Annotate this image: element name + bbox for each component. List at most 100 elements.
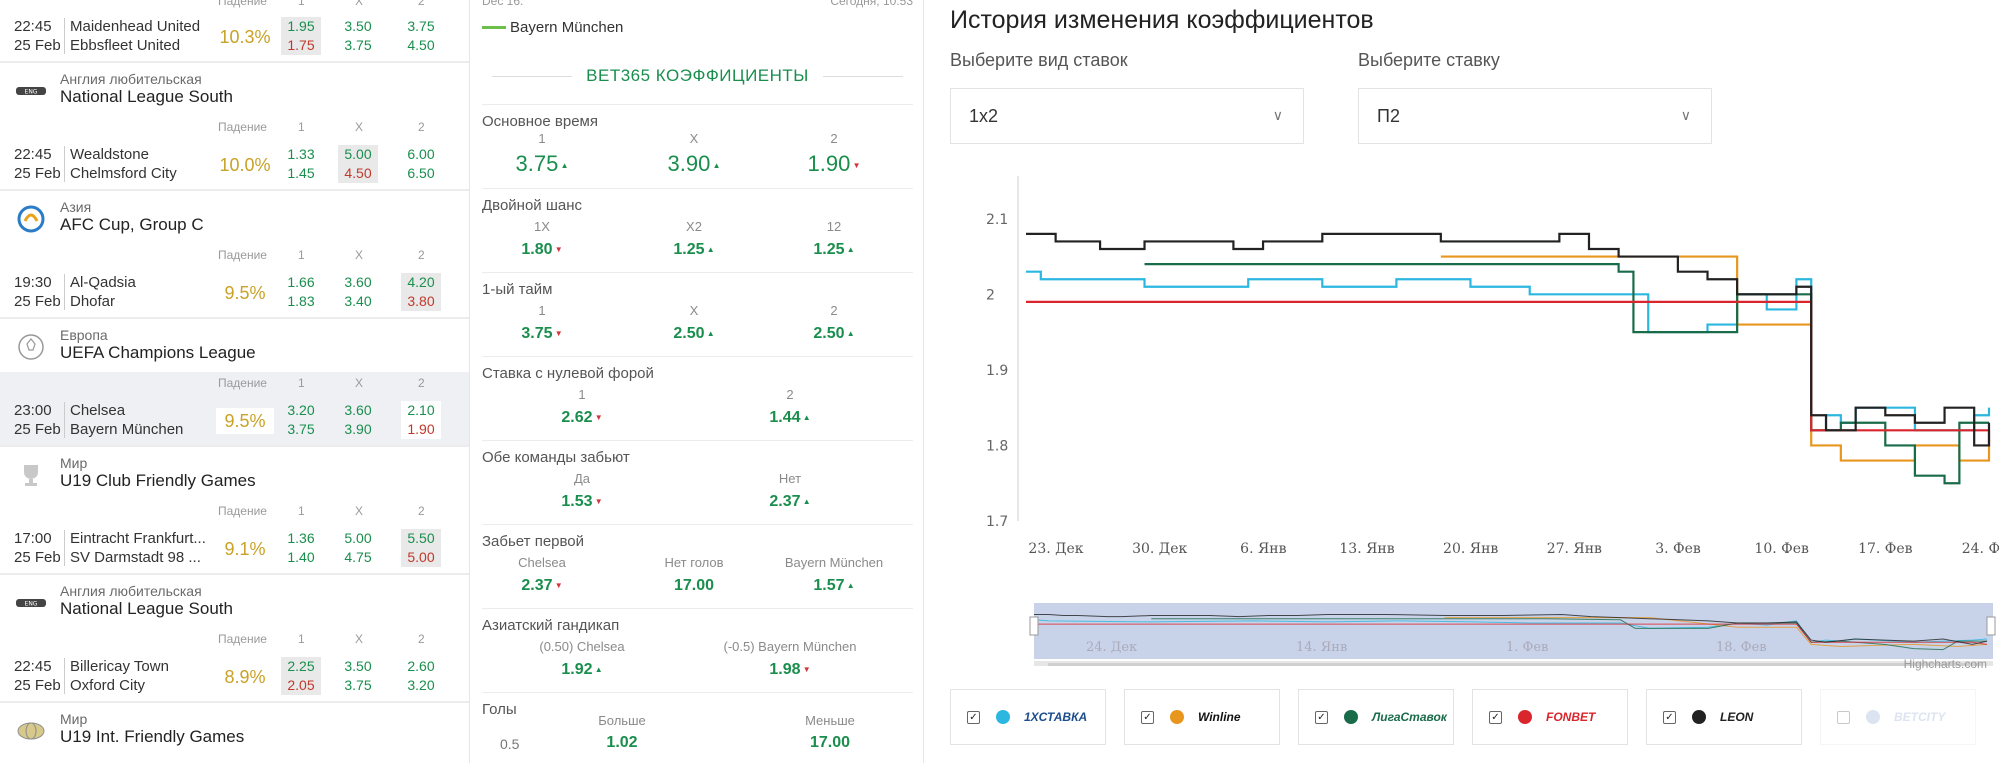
odds-current: 1.90: [407, 421, 435, 437]
odds-header: Падение 1 X 2: [0, 500, 469, 522]
odds-x[interactable]: 5.00 4.75: [338, 529, 378, 567]
odds-value[interactable]: 1.25: [754, 241, 914, 259]
odds-value[interactable]: 1.02: [606, 734, 638, 751]
odds-2[interactable]: 3.75 4.50: [401, 17, 441, 55]
odds-x[interactable]: 5.00 4.50: [338, 145, 378, 183]
market-title: 1-ый тайм: [482, 281, 553, 298]
odds-current: 2.05: [287, 677, 315, 693]
bookmaker-logo: Winline: [1198, 710, 1241, 724]
odds-value[interactable]: 3.90: [614, 151, 774, 177]
match-row[interactable]: 22:45 25 Feb Maidenhead United Ebbsfleet…: [0, 10, 469, 62]
checkbox[interactable]: ✓: [967, 710, 980, 724]
odds-2[interactable]: 6.00 6.50: [401, 145, 441, 183]
market-title: Обе команды забьют: [482, 449, 630, 466]
match-time: 23:00: [14, 402, 52, 419]
odds-value[interactable]: 1.80: [472, 241, 622, 259]
scrollbar-thumb: [1048, 663, 1981, 666]
checkbox[interactable]: ✓: [1315, 710, 1328, 724]
ucl-ball-icon: [14, 334, 48, 360]
odds-value[interactable]: 2.50: [754, 325, 914, 343]
outcome-label: Нет голов: [664, 555, 724, 570]
odds-value[interactable]: 1.57: [754, 577, 914, 595]
league-header[interactable]: Мир U19 Club Friendly Games: [0, 446, 469, 500]
match-row[interactable]: 19:30 25 Feb Al-Qadsia Dhofar 9.5% 1.66 1…: [0, 266, 469, 318]
x-tick-label: 24. Фев: [1962, 541, 1999, 557]
odds-value[interactable]: 17.00: [673, 577, 715, 594]
league-header[interactable]: Мир U19 Int. Friendly Games: [0, 702, 469, 756]
y-tick-label: 2: [986, 287, 995, 303]
market-double-chance: Двойной шанс 1X X2 12 1.80 1.25 1.25: [482, 188, 913, 270]
odds-value[interactable]: 1.53: [502, 493, 662, 511]
odds-value[interactable]: 2.50: [614, 325, 774, 343]
col-x-header: X: [355, 0, 364, 8]
bookmaker-toggle[interactable]: ✓ LEON: [1646, 689, 1802, 745]
odds-dates: Dec 16. Сегодня, 10:53: [472, 0, 923, 10]
match-row[interactable]: 22:45 25 Feb Billericay Town Oxford City…: [0, 650, 469, 702]
bet365-heading: BET365 КОЭФФИЦИЕНТЫ: [482, 66, 913, 86]
league-header[interactable]: ENG Англия любительская National League …: [0, 62, 469, 116]
odds-value[interactable]: 17.00: [809, 734, 851, 751]
league-header[interactable]: Азия AFC Cup, Group C: [0, 190, 469, 244]
checkbox[interactable]: [1837, 710, 1850, 724]
odds-value[interactable]: 2.37: [710, 493, 870, 511]
series-color-dot: [1692, 710, 1706, 724]
odds-x[interactable]: 3.60 3.90: [338, 401, 378, 439]
odds-x[interactable]: 3.50 3.75: [338, 657, 378, 695]
odds-value[interactable]: 3.75: [472, 325, 622, 343]
bet-type-select[interactable]: 1x2 ∨: [950, 88, 1304, 144]
odds-2[interactable]: 4.20 3.80: [401, 273, 441, 311]
odds-1[interactable]: 1.33 1.45: [281, 145, 321, 183]
odds-value[interactable]: 2.37: [472, 577, 622, 595]
odds-1[interactable]: 1.36 1.40: [281, 529, 321, 567]
league-header[interactable]: ENG Англия любительская National League …: [0, 574, 469, 628]
odds-current: 5.00: [407, 549, 435, 565]
matches-list: Падение 1 X 2 22:45 25 Feb Maidenhead Un…: [0, 0, 470, 763]
odds-open: 2.10: [407, 402, 435, 418]
y-tick-label: 1.9: [986, 363, 1008, 379]
highcharts-credit[interactable]: Highcharts.com: [1903, 657, 1987, 671]
drop-percent: 9.1%: [224, 539, 266, 559]
league-name: National League South: [60, 87, 233, 106]
odds-2[interactable]: 5.50 5.00: [401, 529, 441, 567]
checkbox[interactable]: ✓: [1489, 710, 1502, 724]
odds-header: Падение 1 X 2: [0, 372, 469, 394]
odds-1[interactable]: 1.95 1.75: [281, 17, 321, 55]
bookmaker-toggle[interactable]: ✓ FONBET: [1472, 689, 1628, 745]
bookmaker-toggle[interactable]: BETCITY: [1820, 689, 1976, 745]
odds-1[interactable]: 1.66 1.83: [281, 273, 321, 311]
odds-2[interactable]: 2.10 1.90: [401, 401, 441, 439]
odds-1[interactable]: 2.25 2.05: [281, 657, 321, 695]
odds-2[interactable]: 2.60 3.20: [401, 657, 441, 695]
match-row-selected[interactable]: 23:00 25 Feb Chelsea Bayern München 9.5%…: [0, 394, 469, 446]
odds-open: 5.00: [344, 146, 372, 162]
away-team: Dhofar: [70, 293, 116, 310]
odds-value[interactable]: 1.25: [614, 241, 774, 259]
odds-value[interactable]: 1.44: [710, 409, 870, 427]
bookmaker-toggle[interactable]: ✓ ЛигаСтавок: [1298, 689, 1454, 745]
outcome-label: Меньше: [805, 713, 855, 728]
checkbox[interactable]: ✓: [1141, 710, 1154, 724]
odds-1[interactable]: 3.20 3.75: [281, 401, 321, 439]
league-header[interactable]: Европа UEFA Champions League: [0, 318, 469, 372]
checkbox[interactable]: ✓: [1663, 710, 1676, 724]
series-legend: Bayern München: [482, 19, 623, 36]
series-line: [1144, 263, 1989, 485]
odds-x[interactable]: 3.50 3.75: [338, 17, 378, 55]
match-row[interactable]: 17:00 25 Feb Eintracht Frankfurt... SV D…: [0, 522, 469, 574]
bet-select[interactable]: П2 ∨: [1358, 88, 1712, 144]
navigator-left-handle: [1029, 616, 1039, 636]
odds-value[interactable]: 1.90: [754, 151, 914, 177]
odds-open: 4.20: [407, 274, 435, 290]
odds-value[interactable]: 1.92: [502, 661, 662, 679]
market-first-to-score: Забьет первой Chelsea Нет голов Bayern M…: [482, 524, 913, 606]
odds-value[interactable]: 1.98: [710, 661, 870, 679]
odds-value[interactable]: 3.75: [472, 151, 622, 177]
series-color-dot: [1518, 710, 1532, 724]
match-row[interactable]: 22:45 25 Feb Wealdstone Chelmsford City …: [0, 138, 469, 190]
bookmaker-toggle[interactable]: ✓ Winline: [1124, 689, 1280, 745]
odds-history-chart[interactable]: 2.1 2 1.9 1.8 1.7 23. Дек 30. Дек 6. Янв 13. Янв…: [966, 176, 1999, 666]
bookmaker-toggle[interactable]: ✓ 1XСТАВКА: [950, 689, 1106, 745]
odds-value[interactable]: 2.62: [502, 409, 662, 427]
odds-x[interactable]: 3.60 3.40: [338, 273, 378, 311]
market-draw-no-bet: Ставка с нулевой форой 1 2 2.62 1.44: [482, 356, 913, 438]
